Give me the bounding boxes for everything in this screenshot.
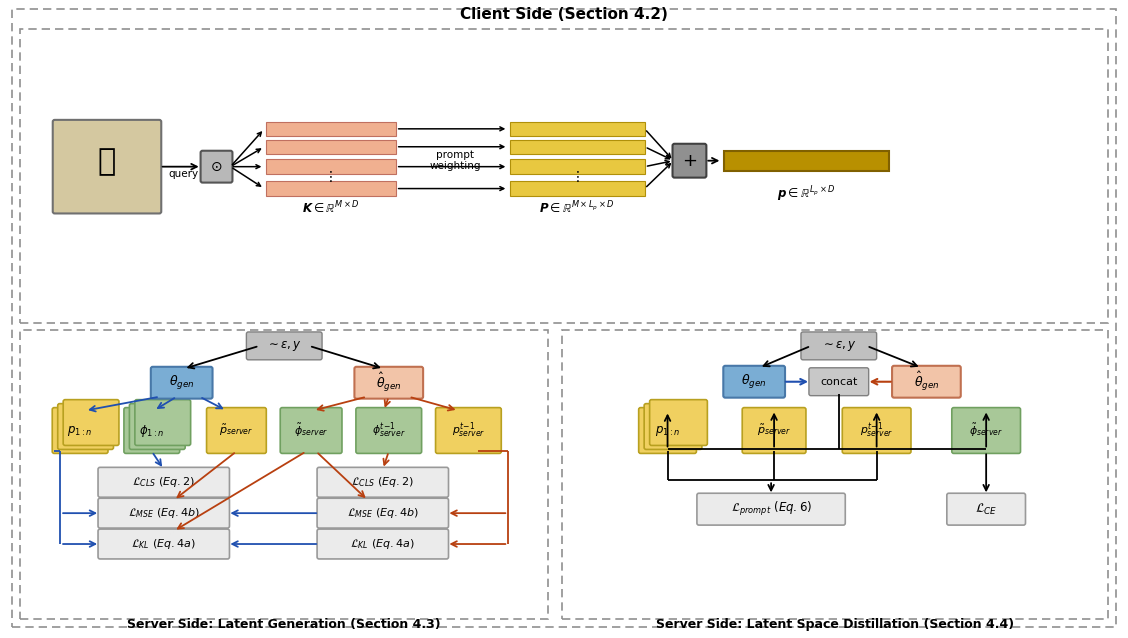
FancyBboxPatch shape: [63, 399, 118, 445]
FancyBboxPatch shape: [206, 408, 266, 454]
FancyBboxPatch shape: [356, 408, 422, 454]
Text: $\tilde{\phi}_{server}$: $\tilde{\phi}_{server}$: [294, 422, 328, 439]
Text: $\boldsymbol{P} \in \mathbb{R}^{M \times L_p \times D}$: $\boldsymbol{P} \in \mathbb{R}^{M \times…: [539, 200, 616, 217]
FancyBboxPatch shape: [354, 367, 423, 399]
Bar: [20, 330, 548, 619]
FancyBboxPatch shape: [317, 468, 449, 497]
Text: $\mathcal{L}_{CE}$: $\mathcal{L}_{CE}$: [975, 501, 997, 517]
Bar: [266, 122, 396, 136]
Text: $\phi_{1:n}$: $\phi_{1:n}$: [139, 422, 165, 438]
FancyBboxPatch shape: [246, 332, 323, 360]
FancyBboxPatch shape: [124, 408, 179, 454]
Text: $\hat{\theta}_{gen}$: $\hat{\theta}_{gen}$: [376, 371, 402, 394]
FancyBboxPatch shape: [809, 367, 869, 396]
Text: $p_{1:n}$: $p_{1:n}$: [655, 424, 680, 438]
FancyBboxPatch shape: [435, 408, 501, 454]
Bar: [266, 160, 396, 174]
Text: $\mathcal{L}_{MSE}\ (Eq.4b)$: $\mathcal{L}_{MSE}\ (Eq.4b)$: [127, 506, 200, 520]
Text: $\phi_{server}^{t\!-\!1}$: $\phi_{server}^{t\!-\!1}$: [372, 420, 406, 440]
FancyBboxPatch shape: [58, 404, 114, 449]
Text: prompt
weighting: prompt weighting: [430, 150, 482, 172]
Text: $\mathcal{L}_{prompt}\ (Eq.6)$: $\mathcal{L}_{prompt}\ (Eq.6)$: [731, 500, 812, 518]
Text: $\tilde{\phi}_{server}$: $\tilde{\phi}_{server}$: [969, 422, 1003, 439]
Text: +: +: [682, 152, 697, 170]
FancyBboxPatch shape: [317, 529, 449, 559]
Text: Server Side: Latent Space Distillation (Section 4.4): Server Side: Latent Space Distillation (…: [655, 618, 1014, 631]
Text: $\boldsymbol{p} \in \mathbb{R}^{L_p \times D}$: $\boldsymbol{p} \in \mathbb{R}^{L_p \tim…: [777, 185, 836, 204]
FancyBboxPatch shape: [53, 120, 161, 214]
Text: $\mathcal{L}_{CLS}\ (Eq.2)$: $\mathcal{L}_{CLS}\ (Eq.2)$: [132, 475, 195, 489]
Text: Client Side (Section 4.2): Client Side (Section 4.2): [460, 7, 668, 22]
FancyBboxPatch shape: [98, 468, 229, 497]
FancyBboxPatch shape: [650, 399, 707, 445]
Text: $\theta_{gen}$: $\theta_{gen}$: [741, 373, 767, 390]
FancyBboxPatch shape: [952, 408, 1021, 454]
FancyBboxPatch shape: [135, 399, 191, 445]
FancyBboxPatch shape: [98, 529, 229, 559]
Text: $\mathcal{L}_{CLS}\ (Eq.2)$: $\mathcal{L}_{CLS}\ (Eq.2)$: [351, 475, 414, 489]
Text: $p_{1:n}$: $p_{1:n}$: [68, 424, 92, 438]
FancyBboxPatch shape: [280, 408, 342, 454]
Bar: [510, 140, 644, 154]
FancyBboxPatch shape: [843, 408, 911, 454]
Text: $\mathcal{L}_{KL}\ (Eq.4a)$: $\mathcal{L}_{KL}\ (Eq.4a)$: [351, 537, 415, 551]
Text: $\mathcal{L}_{KL}\ (Eq.4a)$: $\mathcal{L}_{KL}\ (Eq.4a)$: [132, 537, 196, 551]
Text: $\tilde{p}_{server}$: $\tilde{p}_{server}$: [219, 423, 254, 438]
FancyBboxPatch shape: [130, 404, 185, 449]
Text: ⊙: ⊙: [211, 160, 222, 174]
Bar: [510, 122, 644, 136]
FancyBboxPatch shape: [946, 493, 1025, 525]
FancyBboxPatch shape: [98, 498, 229, 528]
Bar: [562, 330, 1108, 619]
Bar: [724, 151, 889, 170]
FancyBboxPatch shape: [742, 408, 805, 454]
Bar: [510, 181, 644, 196]
FancyBboxPatch shape: [892, 366, 961, 397]
Text: ⋮: ⋮: [324, 170, 338, 184]
Text: $\hat{\theta}_{gen}$: $\hat{\theta}_{gen}$: [914, 370, 940, 393]
Text: ⋮: ⋮: [571, 170, 584, 184]
FancyBboxPatch shape: [801, 332, 876, 360]
Bar: [20, 29, 1108, 323]
FancyBboxPatch shape: [317, 498, 449, 528]
Text: $\boldsymbol{K} \in \mathbb{R}^{M \times D}$: $\boldsymbol{K} \in \mathbb{R}^{M \times…: [302, 200, 360, 217]
Text: $\sim \epsilon, y$: $\sim \epsilon, y$: [266, 339, 302, 353]
Bar: [510, 160, 644, 174]
Text: 🐕: 🐕: [98, 147, 116, 176]
Text: concat: concat: [820, 376, 857, 387]
FancyBboxPatch shape: [638, 408, 696, 454]
FancyBboxPatch shape: [723, 366, 785, 397]
Bar: [266, 181, 396, 196]
Text: $\theta_{gen}$: $\theta_{gen}$: [169, 374, 194, 392]
Bar: [266, 140, 396, 154]
Text: $\sim \epsilon, y$: $\sim \epsilon, y$: [821, 339, 857, 353]
Text: Server Side: Latent Generation (Section 4.3): Server Side: Latent Generation (Section …: [127, 618, 441, 631]
Text: $p_{server}^{t\!-\!1}$: $p_{server}^{t\!-\!1}$: [451, 420, 485, 440]
FancyBboxPatch shape: [672, 144, 706, 177]
FancyBboxPatch shape: [697, 493, 845, 525]
Text: query: query: [168, 168, 199, 179]
Text: $\mathcal{L}_{MSE}\ (Eq.4b)$: $\mathcal{L}_{MSE}\ (Eq.4b)$: [346, 506, 418, 520]
Text: $p_{server}^{t\!-\!1}$: $p_{server}^{t\!-\!1}$: [860, 420, 893, 440]
Text: $\tilde{p}_{server}$: $\tilde{p}_{server}$: [757, 423, 791, 438]
FancyBboxPatch shape: [201, 151, 232, 182]
FancyBboxPatch shape: [644, 404, 702, 449]
FancyBboxPatch shape: [52, 408, 108, 454]
FancyBboxPatch shape: [151, 367, 212, 399]
